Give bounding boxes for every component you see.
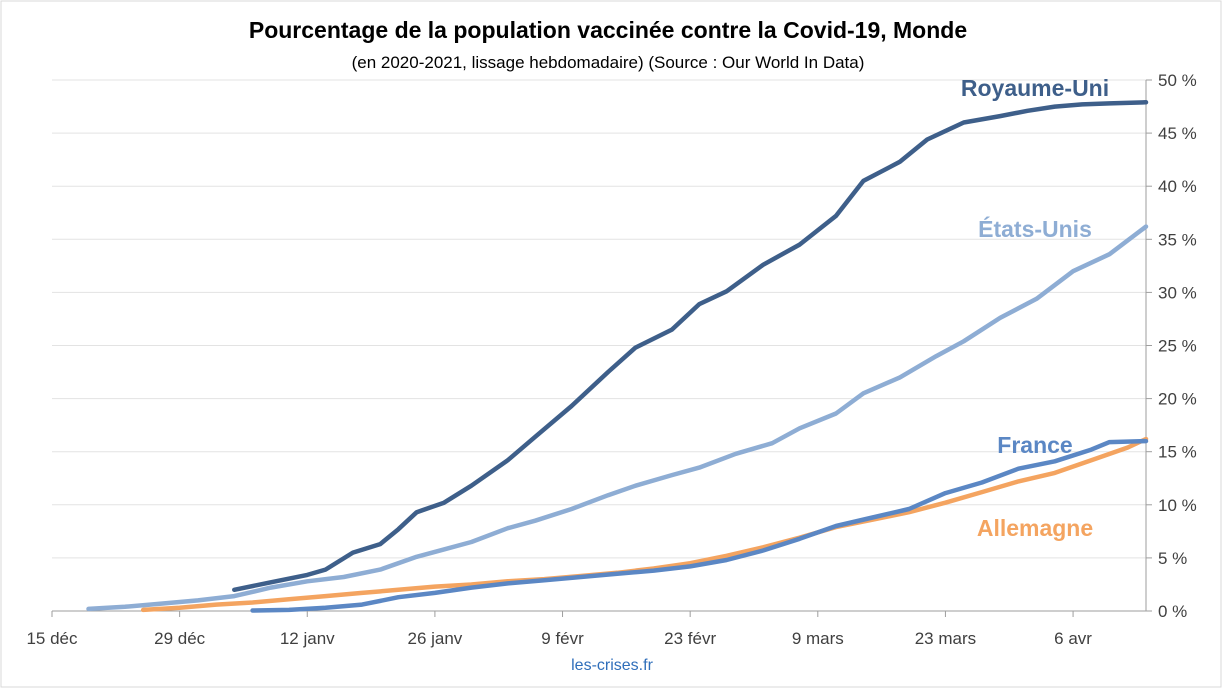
x-tick-label: 12 janv xyxy=(280,629,335,648)
y-tick-label: 40 % xyxy=(1158,177,1197,196)
y-tick-label: 5 % xyxy=(1158,549,1187,568)
gridlines xyxy=(52,79,1146,559)
x-tick-label: 9 févr xyxy=(541,629,584,648)
y-tick-label: 45 % xyxy=(1158,124,1197,143)
axes: 0 % 5 % 10 % 15 % 20 % 25 % 30 % 35 % 40 % 45 % 50… xyxy=(26,71,1196,648)
series-line-États-Unis xyxy=(86,224,1149,612)
x-tick-label: 15 déc xyxy=(26,629,78,648)
y-tick-label: 20 % xyxy=(1158,390,1197,409)
chart-subtitle: (en 2020-2021, lissage hebdomadaire) (So… xyxy=(352,53,865,72)
y-tick-label: 50 % xyxy=(1158,71,1197,90)
x-tick-label: 26 janv xyxy=(407,629,462,648)
y-tick-label: 0 % xyxy=(1158,602,1187,621)
y-tick-label: 10 % xyxy=(1158,496,1197,515)
x-tick-label: 23 févr xyxy=(664,629,716,648)
series-label: États-Unis xyxy=(978,215,1092,242)
x-tick-label: 29 déc xyxy=(154,629,206,648)
y-tick-label: 25 % xyxy=(1158,337,1197,356)
series-line-Royaume-Uni xyxy=(232,100,1149,593)
x-tick-label: 23 mars xyxy=(915,629,976,648)
x-tick-label: 6 avr xyxy=(1054,629,1092,648)
series-label: France xyxy=(997,432,1072,458)
y-tick-label: 35 % xyxy=(1158,230,1197,249)
x-tick-label: 9 mars xyxy=(792,629,844,648)
series-labels: Royaume-Uni États-Unis France Allemagne xyxy=(961,75,1109,541)
series-label: Royaume-Uni xyxy=(961,75,1109,101)
credit-text: les-crises.fr xyxy=(571,657,653,674)
chart-title: Pourcentage de la population vaccinée co… xyxy=(249,17,967,43)
series-label: Allemagne xyxy=(977,515,1093,541)
y-tick-label: 15 % xyxy=(1158,443,1197,462)
series-lines xyxy=(86,100,1149,613)
y-tick-label: 30 % xyxy=(1158,283,1197,302)
series-line-France xyxy=(250,438,1149,613)
